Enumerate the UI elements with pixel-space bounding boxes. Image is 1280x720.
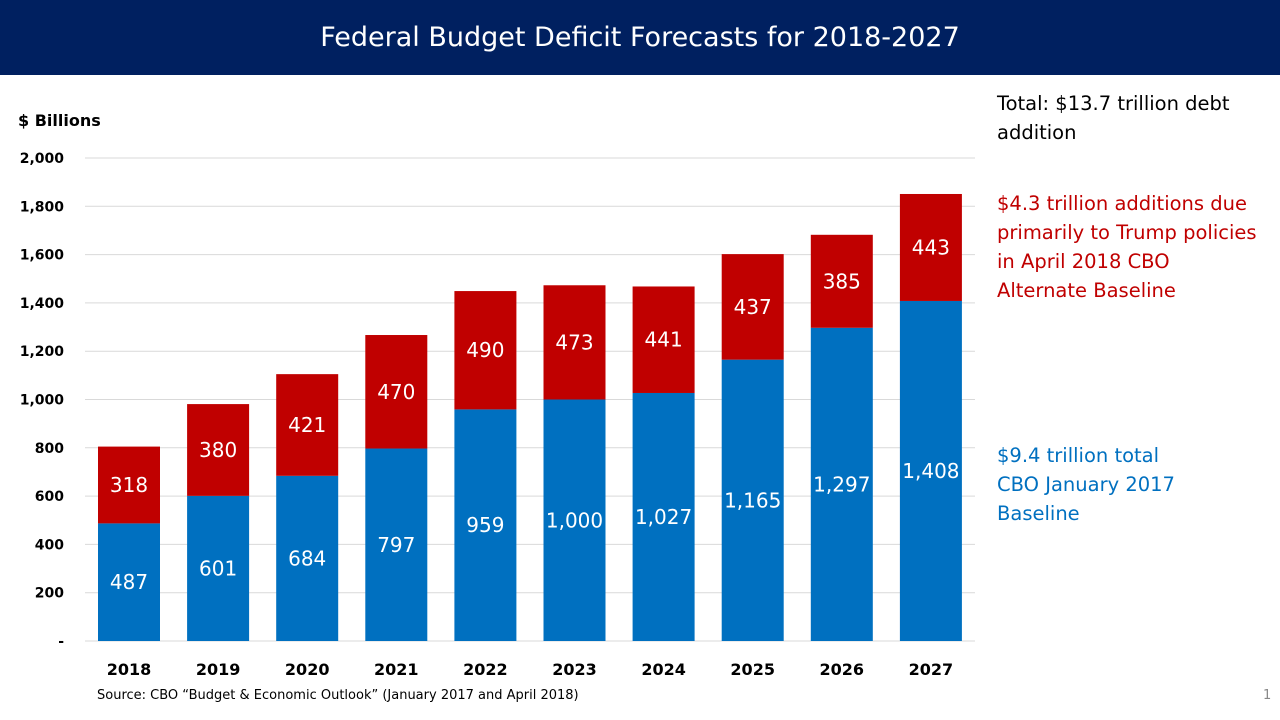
- bar-addition: [98, 446, 160, 524]
- data-label: 318: [110, 473, 148, 497]
- bar-baseline: [276, 475, 339, 641]
- source-note: Source: CBO “Budget & Economic Outlook” …: [97, 688, 579, 703]
- bar-baseline: [543, 399, 606, 641]
- data-label: 1,408: [902, 459, 959, 483]
- total-note: Total: $13.7 trillion debt addition: [997, 92, 1230, 144]
- data-label: 490: [466, 338, 504, 362]
- y-tick-label: 2,000: [20, 151, 65, 167]
- page-number: 1: [1263, 688, 1272, 703]
- data-label: 380: [199, 438, 237, 462]
- data-label: 1,027: [635, 505, 692, 529]
- data-label: 473: [555, 330, 593, 354]
- y-tick-label: -: [58, 634, 64, 650]
- y-tick-label: 1,400: [20, 296, 65, 312]
- data-label: 437: [734, 295, 772, 319]
- bar-addition: [899, 193, 962, 301]
- data-label: 470: [377, 380, 415, 404]
- x-tick-label: 2021: [374, 660, 419, 679]
- bar-addition: [365, 335, 428, 449]
- data-label: 601: [199, 556, 237, 580]
- x-tick-label: 2019: [196, 660, 241, 679]
- bar-baseline: [810, 327, 873, 641]
- data-label: 487: [110, 570, 148, 594]
- data-label: 1,297: [813, 472, 870, 496]
- bar-addition: [187, 404, 250, 496]
- chart-title: Federal Budget Deficit Forecasts for 201…: [0, 0, 1280, 75]
- bar-baseline: [899, 300, 962, 641]
- y-axis-label: $ Billions: [18, 111, 101, 130]
- data-label: 684: [288, 546, 326, 570]
- y-tick-label: 1,000: [20, 393, 65, 409]
- bar-baseline: [721, 359, 784, 641]
- y-tick-label: 200: [35, 586, 64, 602]
- x-tick-label: 2023: [552, 660, 597, 679]
- bar-addition: [454, 291, 517, 410]
- y-tick-label: 600: [35, 489, 64, 505]
- y-tick-label: 1,200: [20, 344, 65, 360]
- x-tick-label: 2018: [107, 660, 152, 679]
- x-tick-label: 2024: [641, 660, 686, 679]
- data-label: 421: [288, 413, 326, 437]
- data-label: 959: [466, 513, 504, 537]
- bar-addition: [543, 285, 606, 400]
- bar-addition: [276, 374, 339, 476]
- bar-addition: [632, 286, 695, 393]
- data-label: 797: [377, 533, 415, 557]
- y-tick-label: 400: [35, 537, 64, 553]
- bar-baseline: [454, 409, 517, 641]
- bar-baseline: [365, 448, 428, 641]
- data-label: 441: [645, 328, 683, 352]
- x-tick-label: 2027: [909, 660, 954, 679]
- bar-addition: [721, 254, 784, 360]
- x-tick-label: 2020: [285, 660, 330, 679]
- data-label: 1,000: [546, 508, 603, 532]
- x-tick-label: 2025: [730, 660, 775, 679]
- y-tick-label: 800: [35, 441, 64, 457]
- bar-addition: [810, 234, 873, 328]
- red-series-note: $4.3 trillion additions due primarily to…: [997, 192, 1257, 302]
- data-label: 443: [912, 235, 950, 259]
- x-tick-label: 2022: [463, 660, 508, 679]
- data-label: 385: [823, 269, 861, 293]
- blue-series-note: $9.4 trillion total CBO January 2017 Bas…: [997, 444, 1175, 525]
- data-label: 1,165: [724, 488, 781, 512]
- y-tick-label: 1,800: [20, 199, 65, 215]
- bar-baseline: [98, 523, 160, 641]
- bar-baseline: [187, 495, 250, 641]
- bar-baseline: [632, 392, 695, 641]
- y-tick-label: 1,600: [20, 248, 65, 264]
- x-tick-label: 2026: [820, 660, 865, 679]
